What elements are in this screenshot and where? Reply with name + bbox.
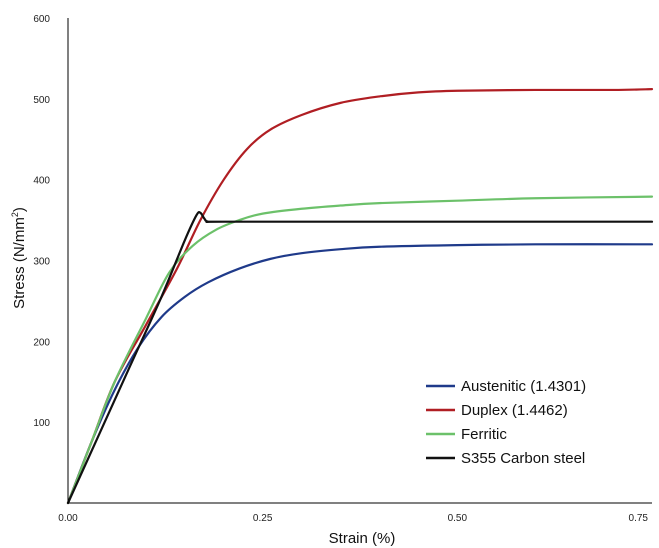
legend-label-austenitic-1-4301: Austenitic (1.4301) xyxy=(461,378,586,395)
y-tick-label: 600 xyxy=(33,14,50,25)
plot-area xyxy=(66,88,654,505)
legend-label-s355-carbon-steel: S355 Carbon steel xyxy=(461,450,585,467)
x-axis-title: Strain (%) xyxy=(329,530,396,547)
x-tick-label: 0.00 xyxy=(58,513,78,524)
y-tick-label: 200 xyxy=(33,337,50,348)
y-tick-label: 300 xyxy=(33,257,50,268)
y-tick-label: 500 xyxy=(33,95,50,106)
series-line-duplex-1-4462 xyxy=(66,88,654,505)
series-line-s355-carbon-steel xyxy=(66,211,654,505)
y-axis-title-end: ) xyxy=(11,207,28,212)
x-tick-label: 0.75 xyxy=(629,513,649,524)
legend-label-ferritic: Ferritic xyxy=(461,426,507,443)
x-ticks: 0.00 0.25 0.50 0.75 xyxy=(58,513,648,524)
y-axis-title-main: Stress (N/mm xyxy=(11,217,28,309)
y-tick-label: 100 xyxy=(33,418,50,429)
legend-label-duplex-1-4462: Duplex (1.4462) xyxy=(461,402,568,419)
x-tick-label: 0.50 xyxy=(448,513,468,524)
axes xyxy=(67,18,652,504)
y-axis-title: Stress (N/mm2) xyxy=(10,207,28,309)
y-axis-title-sup: 2 xyxy=(10,212,20,217)
y-tick-label: 400 xyxy=(33,176,50,187)
y-ticks: 100 200 300 400 500 600 xyxy=(33,14,50,429)
series-line-ferritic xyxy=(66,195,654,505)
legend: Austenitic (1.4301) Duplex (1.4462) Ferrit… xyxy=(426,378,586,467)
series-line-austenitic-1-4301 xyxy=(66,243,654,505)
x-tick-label: 0.25 xyxy=(253,513,273,524)
